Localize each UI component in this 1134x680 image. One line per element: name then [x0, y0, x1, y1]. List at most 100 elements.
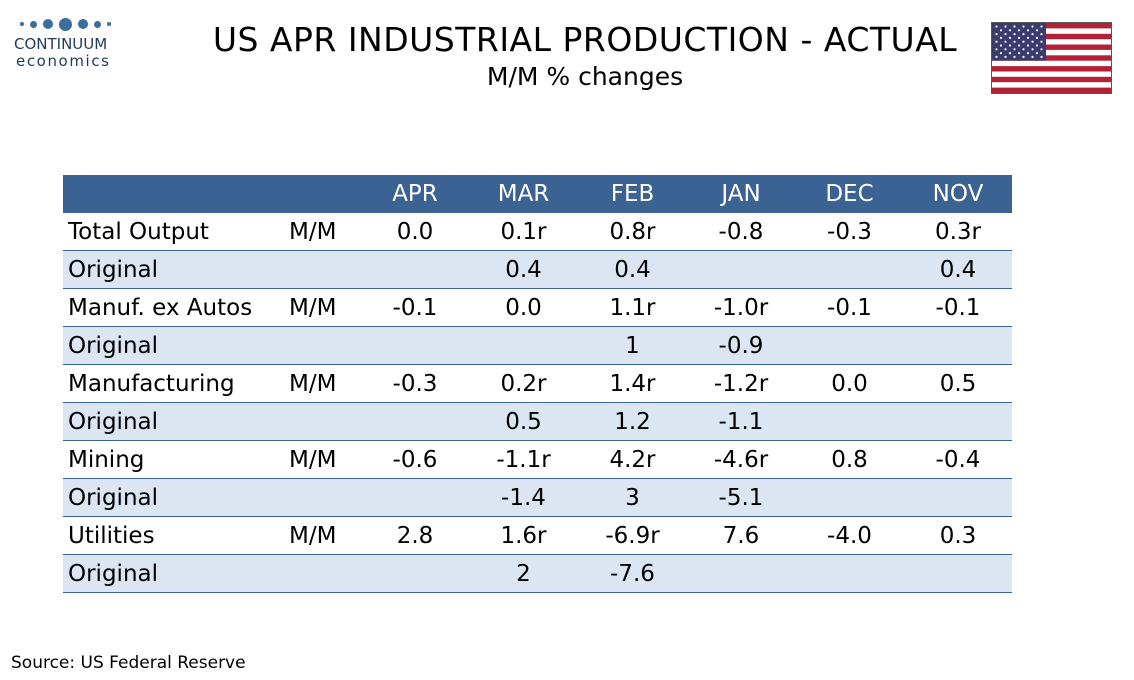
value-cell — [904, 554, 1012, 593]
value-cell: -1.0r — [687, 288, 795, 327]
header-jan: JAN — [687, 175, 795, 213]
row-measure: M/M — [283, 288, 361, 327]
value-cell — [361, 326, 469, 365]
value-cell — [904, 478, 1012, 517]
value-cell: 2 — [469, 554, 578, 593]
row-measure: M/M — [283, 440, 361, 479]
page-subtitle: M/M % changes — [486, 62, 684, 91]
value-cell — [361, 478, 469, 517]
value-cell — [795, 250, 904, 289]
value-cell: 0.4 — [578, 250, 687, 289]
value-cell: -0.6 — [361, 440, 469, 479]
table-row: Total Output M/M 0.0 0.1r 0.8r -0.8 -0.3 0.3r — [63, 213, 1012, 251]
table-row: Original 1 -0.9 — [63, 326, 1012, 365]
row-label: Manuf. ex Autos — [63, 288, 283, 327]
row-label: Mining — [63, 440, 283, 479]
value-cell: 0.8 — [795, 440, 904, 479]
value-cell — [795, 478, 904, 517]
row-measure: M/M — [283, 364, 361, 403]
industrial-production-table: APR MAR FEB JAN DEC NOV Total Output M/M 0… — [63, 175, 1012, 593]
value-cell: 1.2 — [578, 402, 687, 441]
value-cell: -0.8 — [687, 213, 795, 251]
row-measure — [283, 554, 361, 593]
value-cell: -5.1 — [687, 478, 795, 517]
header-nov: NOV — [904, 175, 1012, 213]
value-cell: -1.1r — [469, 440, 578, 479]
row-label: Original — [63, 402, 283, 441]
table-row: Manuf. ex Autos M/M -0.1 0.0 1.1r -1.0r -0.1 -0… — [63, 288, 1012, 327]
row-label: Original — [63, 326, 283, 365]
value-cell: 3 — [578, 478, 687, 517]
value-cell — [361, 554, 469, 593]
table-row: Original -1.4 3 -5.1 — [63, 478, 1012, 517]
value-cell: 7.6 — [687, 516, 795, 555]
page-title: US APR INDUSTRIAL PRODUCTION - ACTUAL — [212, 20, 958, 59]
table-row: Original 0.5 1.2 -1.1 — [63, 402, 1012, 441]
value-cell: -4.0 — [795, 516, 904, 555]
value-cell: 1.4r — [578, 364, 687, 403]
value-cell: 0.0 — [469, 288, 578, 327]
logo-name: CONTINUUM — [14, 35, 108, 53]
value-cell: 0.1r — [469, 213, 578, 251]
header-mar: MAR — [469, 175, 578, 213]
us-flag-icon — [991, 22, 1112, 94]
value-cell: 0.8r — [578, 213, 687, 251]
row-measure — [283, 326, 361, 365]
value-cell: -0.9 — [687, 326, 795, 365]
table-row: Original 2 -7.6 — [63, 554, 1012, 593]
value-cell: 0.4 — [469, 250, 578, 289]
row-label: Manufacturing — [63, 364, 283, 403]
row-measure — [283, 478, 361, 517]
value-cell: 2.8 — [361, 516, 469, 555]
value-cell: 4.2r — [578, 440, 687, 479]
value-cell — [469, 326, 578, 365]
table-header-row: APR MAR FEB JAN DEC NOV — [63, 175, 1012, 213]
source-note: Source: US Federal Reserve — [11, 653, 246, 673]
table-row: Manufacturing M/M -0.3 0.2r 1.4r -1.2r 0.0 0.5 — [63, 364, 1012, 403]
value-cell: -0.1 — [904, 288, 1012, 327]
value-cell: -7.6 — [578, 554, 687, 593]
value-cell — [904, 326, 1012, 365]
value-cell — [361, 250, 469, 289]
value-cell — [795, 326, 904, 365]
value-cell: 0.4 — [904, 250, 1012, 289]
value-cell: -0.3 — [361, 364, 469, 403]
row-measure — [283, 402, 361, 441]
value-cell: -1.4 — [469, 478, 578, 517]
row-label: Original — [63, 478, 283, 517]
value-cell: -0.3 — [795, 213, 904, 251]
header-feb: FEB — [578, 175, 687, 213]
value-cell: 0.0 — [795, 364, 904, 403]
value-cell: -1.2r — [687, 364, 795, 403]
row-measure: M/M — [283, 213, 361, 251]
logo-subtitle: economics — [16, 52, 111, 70]
table-row: Mining M/M -0.6 -1.1r 4.2r -4.6r 0.8 -0.4 — [63, 440, 1012, 479]
row-label: Total Output — [63, 213, 283, 251]
value-cell: -0.4 — [904, 440, 1012, 479]
value-cell: -4.6r — [687, 440, 795, 479]
continuum-logo: CONTINUUM economics — [14, 14, 134, 69]
row-label: Original — [63, 250, 283, 289]
header-dec: DEC — [795, 175, 904, 213]
logo-dots-icon — [20, 14, 134, 34]
value-cell: 0.3 — [904, 516, 1012, 555]
value-cell: 1.6r — [469, 516, 578, 555]
value-cell: 0.5 — [469, 402, 578, 441]
value-cell — [795, 402, 904, 441]
row-label: Original — [63, 554, 283, 593]
value-cell: -1.1 — [687, 402, 795, 441]
value-cell: 0.5 — [904, 364, 1012, 403]
value-cell — [361, 402, 469, 441]
value-cell: 0.2r — [469, 364, 578, 403]
value-cell: 1 — [578, 326, 687, 365]
value-cell — [687, 554, 795, 593]
value-cell: 0.0 — [361, 213, 469, 251]
row-measure: M/M — [283, 516, 361, 555]
table-row: Original 0.4 0.4 0.4 — [63, 250, 1012, 289]
value-cell — [795, 554, 904, 593]
value-cell: -0.1 — [795, 288, 904, 327]
header-apr: APR — [361, 175, 469, 213]
value-cell — [687, 250, 795, 289]
table-row: Utilities M/M 2.8 1.6r -6.9r 7.6 -4.0 0.3 — [63, 516, 1012, 555]
value-cell: 0.3r — [904, 213, 1012, 251]
